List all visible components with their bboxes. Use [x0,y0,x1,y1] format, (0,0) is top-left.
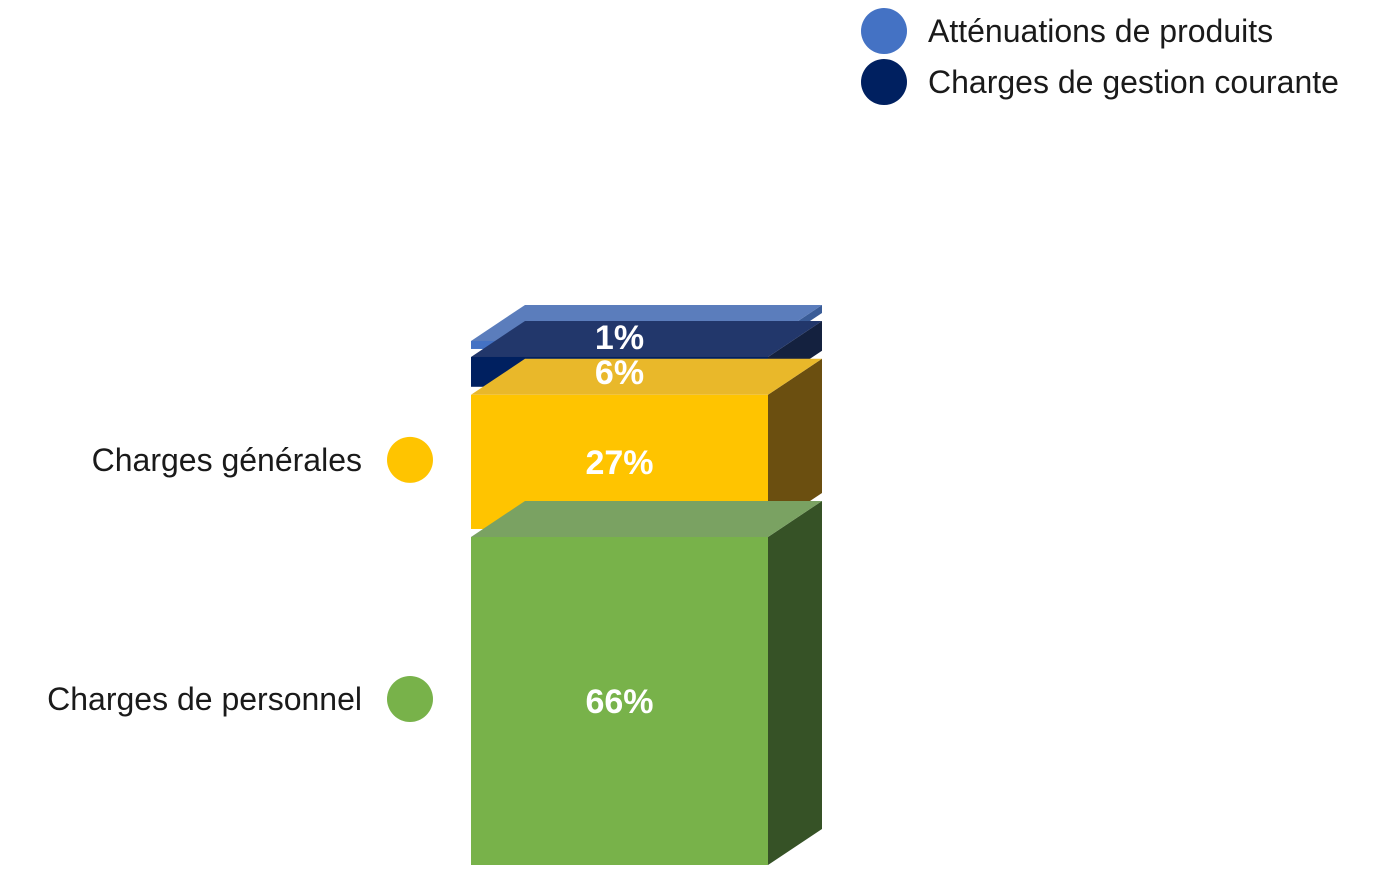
bar-top-face-charges-de-personnel [471,500,822,537]
bar-side-face-charges-de-personnel [768,500,822,865]
data-label-charges-generales: 27% [585,444,653,482]
legend-marker-attenuations-de-produits [861,8,907,54]
legend-marker-charges-de-personnel [387,675,433,722]
legend-label-charges-de-personnel: Charges de personnel [47,681,362,717]
bar-top-face-charges-de-gestion-courante [471,320,822,357]
legend-label-attenuations-de-produits: Atténuations de produits [928,13,1273,49]
bar-side-face-charges-generales [768,358,822,529]
data-label-attenuations-de-produits: 1% [595,319,644,357]
legend-label-charges-de-gestion-courante: Charges de gestion courante [928,64,1339,100]
data-label-charges-de-personnel: 66% [585,683,653,721]
data-label-charges-de-gestion-courante: 6% [595,354,644,392]
legend-label-charges-generales: Charges générales [92,442,362,478]
bar-stack [471,304,822,865]
bar-segment-charges-de-personnel [471,500,822,865]
bar-front-face-charges-de-personnel [471,536,768,865]
legend-marker-charges-de-gestion-courante [861,59,907,105]
legend-marker-charges-generales [387,436,433,483]
bar-top-face-charges-generales [471,358,822,395]
